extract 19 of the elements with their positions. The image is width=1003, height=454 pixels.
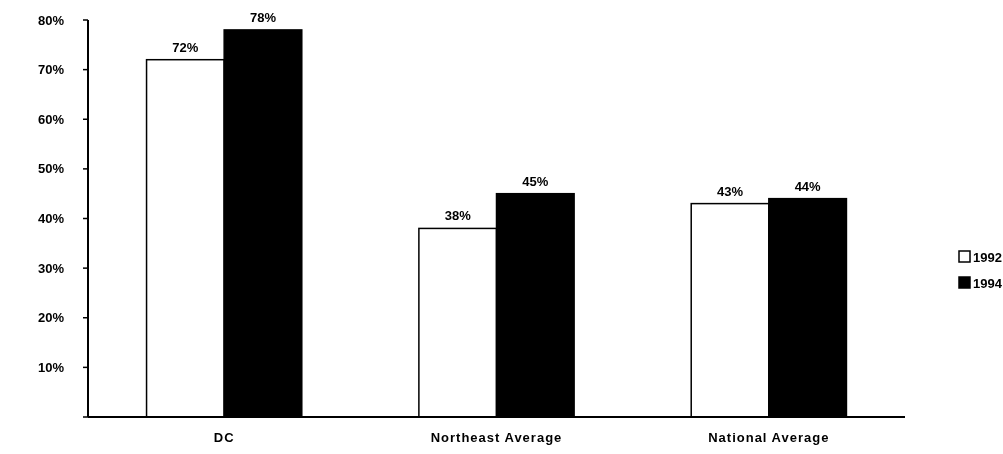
x-tick-label: Northeast Average [430, 430, 563, 445]
y-tick-label: 80% [38, 12, 65, 28]
data-label: 44% [794, 178, 822, 194]
data-label: 72% [172, 39, 199, 55]
legend-label: 1994 [973, 275, 1003, 291]
data-label: 38% [444, 208, 472, 224]
legend-label: 1992 [973, 249, 1002, 265]
y-tick-label: 50% [38, 161, 65, 177]
y-tick-label: 70% [38, 62, 65, 78]
y-tick-label: 10% [38, 359, 65, 375]
data-label: 45% [522, 173, 549, 189]
y-tick-label: 20% [38, 310, 65, 326]
data-label: 43% [717, 183, 744, 199]
y-tick-label: 30% [38, 260, 65, 276]
data-label: 78% [249, 9, 277, 25]
y-tick-label: 60% [38, 111, 65, 127]
y-tick-label: 40% [38, 211, 65, 227]
x-tick-label: DC [213, 430, 235, 445]
x-tick-label: National Average [708, 430, 830, 445]
